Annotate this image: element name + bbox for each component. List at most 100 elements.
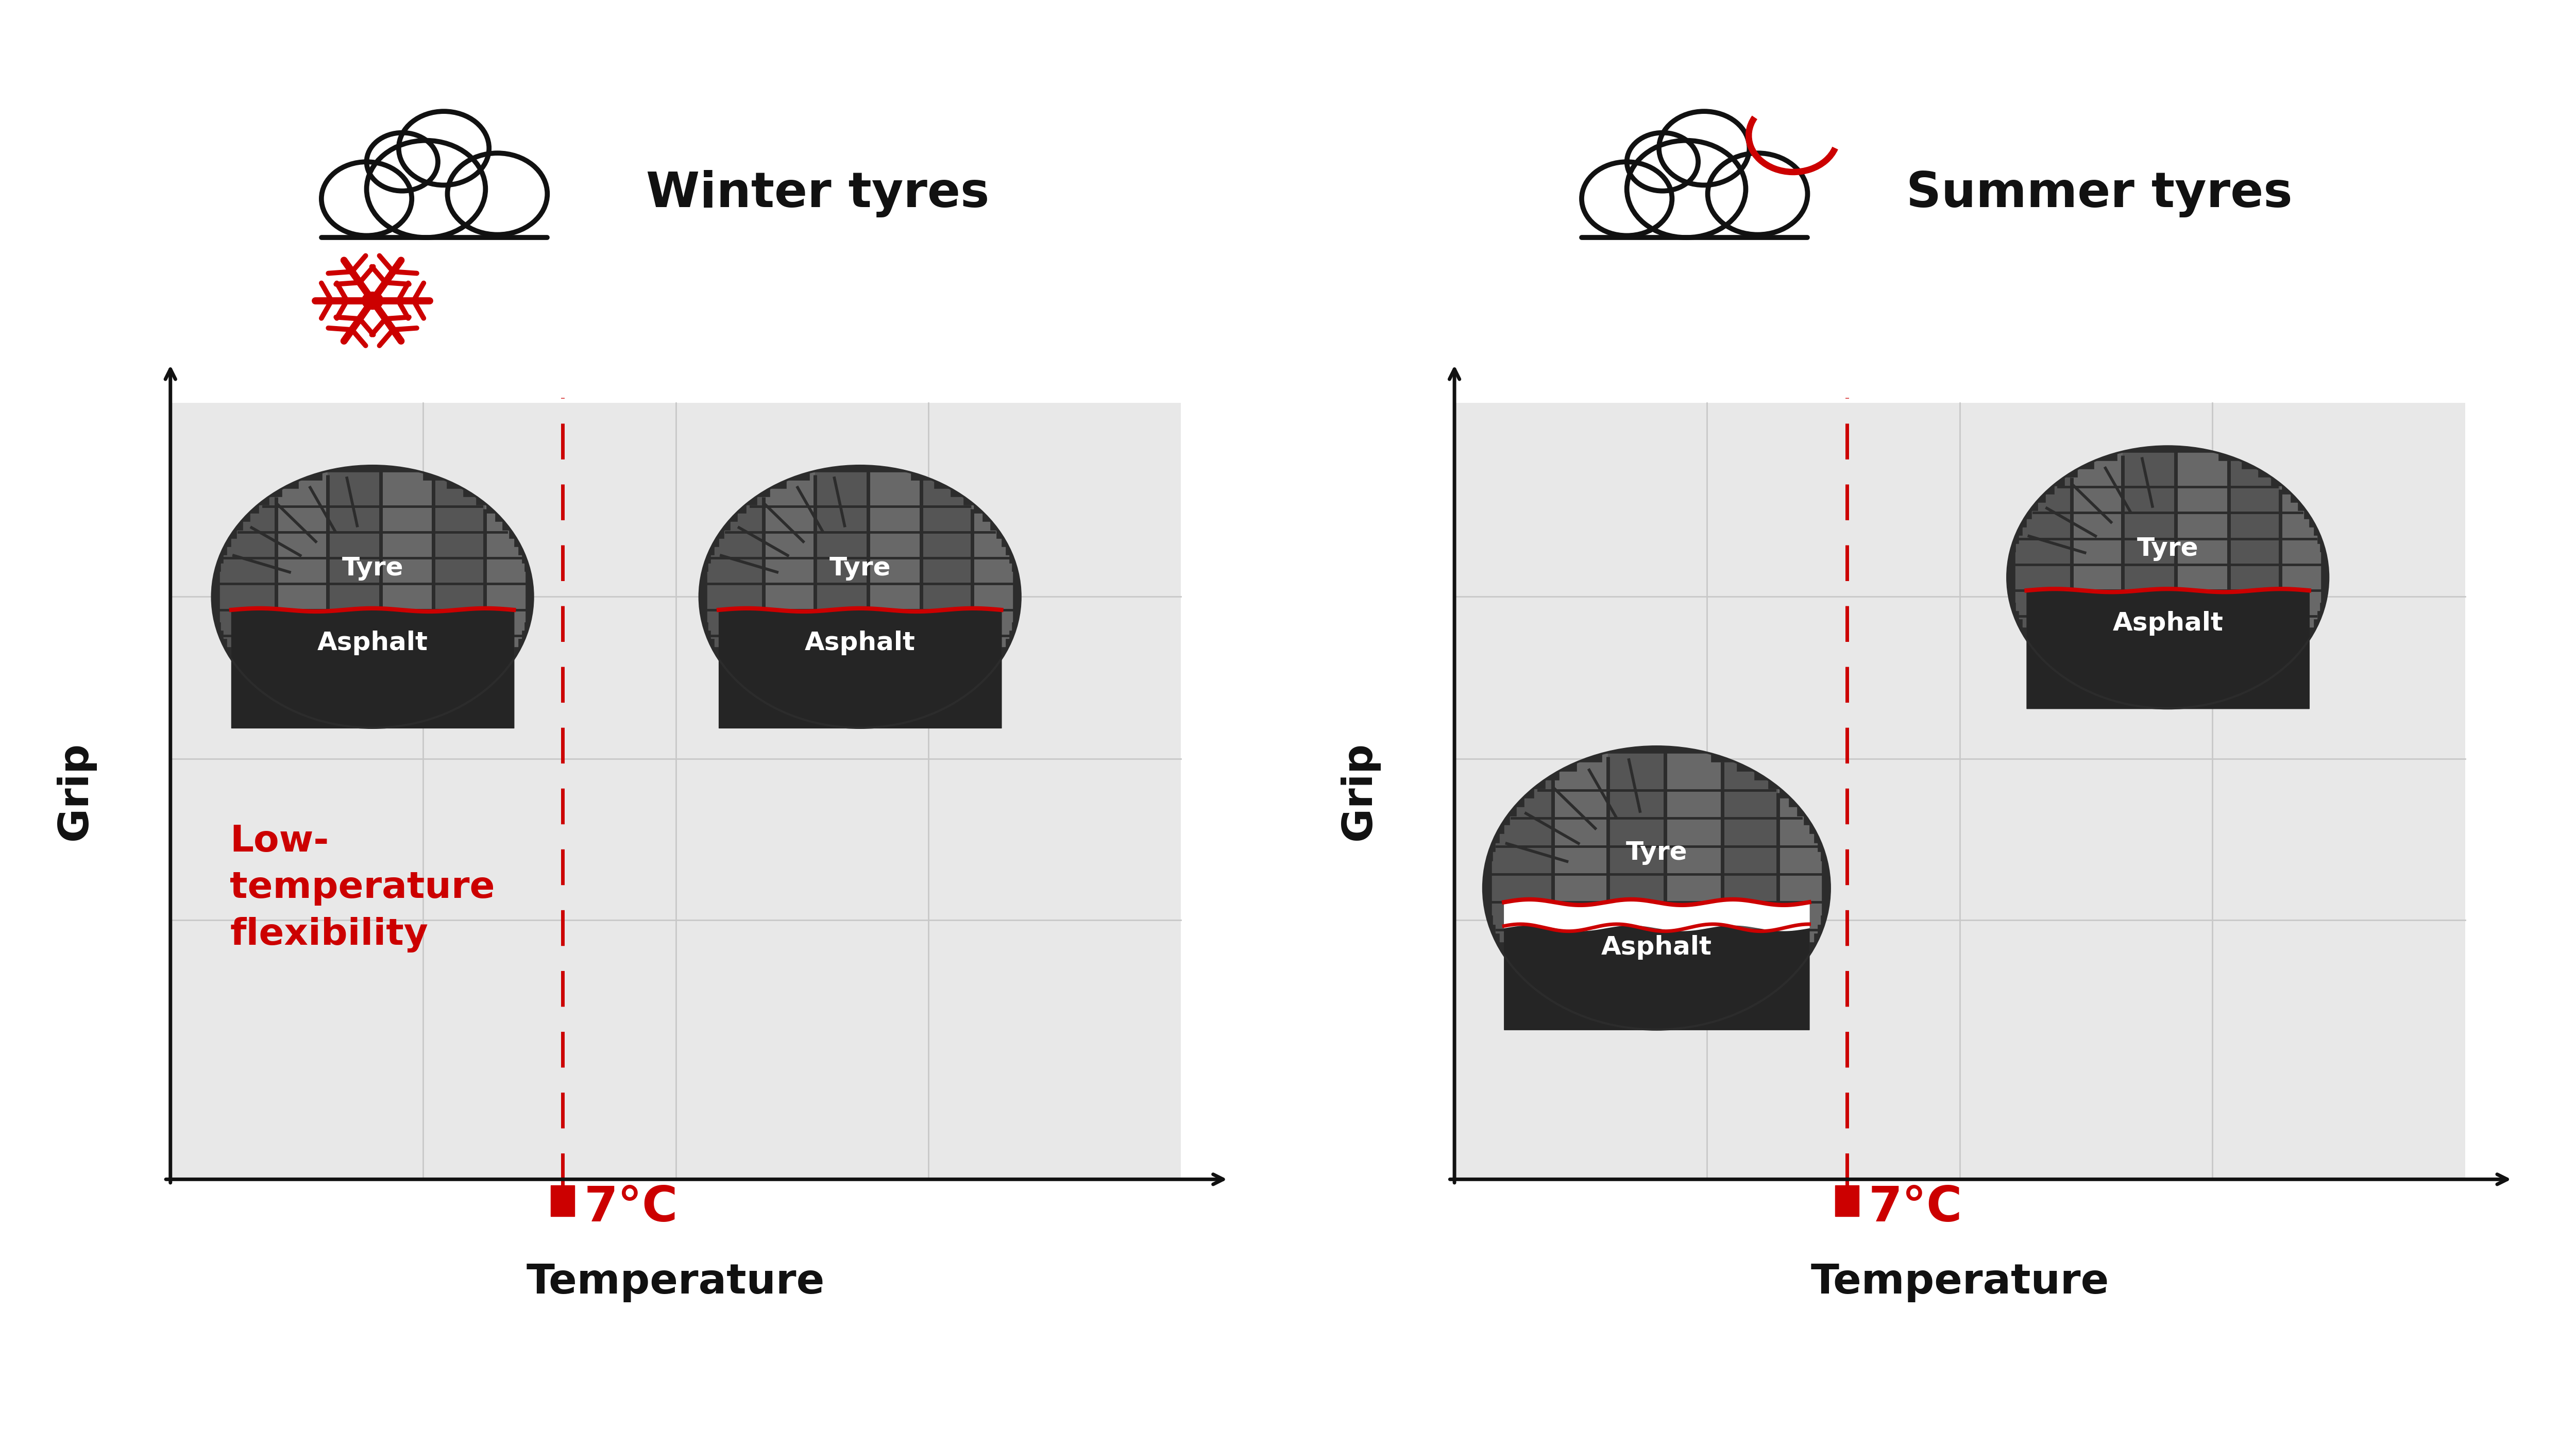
Bar (276, 547, 327, 555)
Bar (868, 522, 922, 531)
Bar (276, 655, 327, 664)
Bar (868, 638, 922, 646)
Bar (922, 555, 971, 564)
Bar (2177, 668, 2228, 677)
Bar (814, 704, 868, 713)
Bar (433, 655, 484, 664)
Bar (2177, 619, 2228, 628)
Bar (2045, 652, 2071, 661)
Bar (484, 613, 526, 622)
Bar (2020, 536, 2071, 544)
Bar (327, 713, 381, 722)
Bar (2280, 544, 2318, 552)
Bar (2123, 603, 2177, 610)
Bar (327, 589, 381, 597)
Bar (922, 680, 971, 688)
Bar (322, 473, 327, 480)
Bar (1664, 807, 1723, 817)
Bar (1723, 817, 1777, 826)
Bar (1579, 172, 1814, 240)
Bar (2228, 536, 2280, 544)
Text: Asphalt: Asphalt (317, 630, 428, 655)
Bar (276, 613, 327, 622)
Bar (814, 506, 868, 513)
Bar (327, 564, 381, 571)
Bar (1723, 924, 1777, 933)
Bar (922, 622, 971, 630)
Bar (1664, 888, 1723, 897)
Bar (2071, 477, 2123, 486)
Bar (327, 531, 381, 539)
Text: Tyre: Tyre (343, 555, 404, 580)
Bar (433, 547, 484, 555)
Bar (2177, 486, 2228, 495)
Bar (2177, 577, 2228, 586)
Bar (814, 646, 868, 655)
Bar (2228, 643, 2280, 652)
Bar (868, 497, 922, 506)
Bar (762, 613, 814, 622)
Bar (762, 564, 814, 571)
Bar (2020, 610, 2071, 619)
Bar (2071, 652, 2123, 661)
Bar (2177, 628, 2228, 635)
Bar (433, 506, 484, 513)
Bar (971, 589, 1012, 597)
Bar (2177, 685, 2228, 694)
Bar (327, 622, 381, 630)
Bar (814, 613, 868, 622)
Text: Tyre: Tyre (2138, 536, 2197, 561)
Bar (484, 604, 526, 613)
Bar (2071, 510, 2123, 519)
Text: Asphalt: Asphalt (804, 630, 914, 655)
Bar (260, 506, 276, 513)
Bar (922, 671, 971, 680)
Bar (971, 613, 1012, 622)
Bar (814, 497, 868, 506)
Bar (2038, 643, 2071, 652)
Bar (868, 513, 922, 522)
Bar (762, 497, 814, 506)
Bar (868, 630, 922, 638)
Bar (1492, 897, 1553, 907)
Bar (2177, 510, 2228, 519)
Bar (762, 630, 814, 638)
Bar (250, 513, 276, 522)
Bar (1607, 915, 1664, 924)
Bar (484, 597, 526, 604)
Bar (381, 646, 433, 655)
Bar (2071, 486, 2123, 495)
Bar (1607, 1014, 1664, 1022)
Bar (433, 604, 484, 613)
Circle shape (1582, 162, 1672, 236)
Bar (250, 671, 276, 680)
Bar (1664, 960, 1723, 969)
Bar (971, 630, 1010, 638)
Bar (1777, 888, 1821, 897)
Bar (922, 646, 971, 655)
Bar (2177, 477, 2228, 486)
Bar (2280, 528, 2313, 536)
Bar (922, 539, 971, 547)
Bar (1723, 870, 1777, 879)
Bar (381, 713, 422, 722)
Bar (814, 688, 868, 697)
Bar (1553, 843, 1607, 852)
Bar (2228, 561, 2280, 570)
Bar (2123, 668, 2177, 677)
Bar (2032, 635, 2071, 643)
Bar (276, 506, 327, 513)
Bar (1577, 762, 1607, 772)
Bar (2280, 577, 2321, 586)
Bar (922, 688, 963, 697)
Bar (762, 531, 814, 539)
Bar (814, 697, 868, 704)
Bar (747, 680, 762, 688)
Bar (809, 713, 814, 722)
Bar (219, 604, 276, 613)
Bar (2123, 561, 2177, 570)
Bar (381, 704, 433, 713)
Bar (276, 664, 327, 671)
Bar (327, 506, 381, 513)
Bar (2280, 619, 2313, 628)
